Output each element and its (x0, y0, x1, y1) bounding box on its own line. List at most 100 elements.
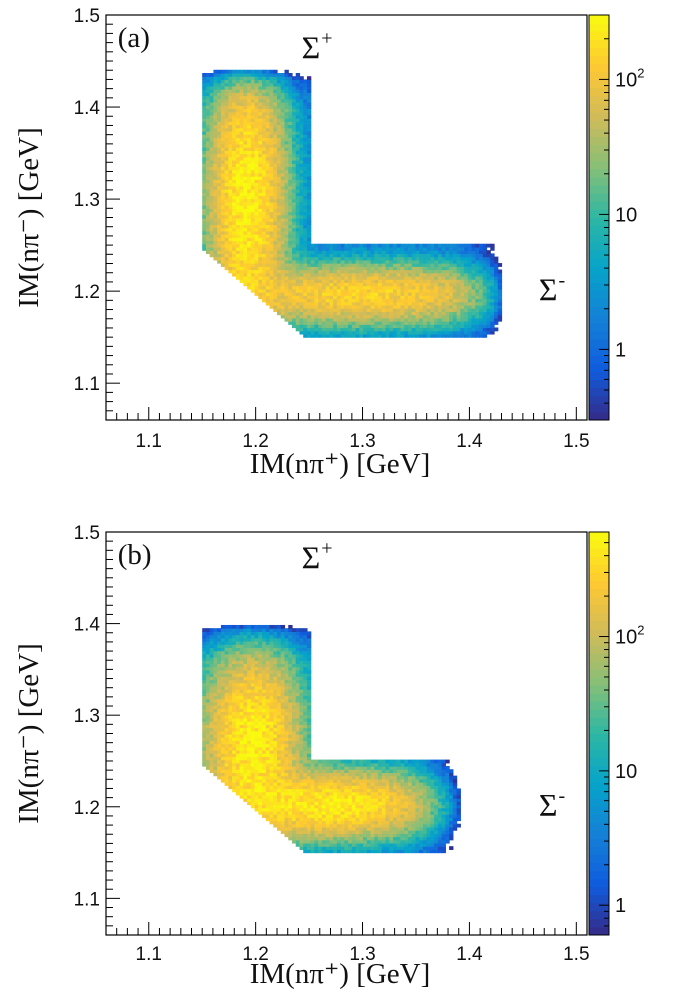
heatmap-cell (247, 166, 252, 171)
heatmap-cell (325, 282, 330, 287)
heatmap-cell (288, 836, 293, 841)
heatmap-cell (344, 308, 349, 312)
heatmap-cell (262, 669, 267, 674)
heatmap-cell (351, 317, 357, 322)
heatmap-cell (325, 272, 330, 277)
heatmap-cell (306, 243, 312, 248)
heatmap-cell (232, 727, 237, 732)
heatmap-cell (284, 746, 289, 751)
heatmap-cell (205, 208, 211, 213)
heatmap-cell (291, 314, 297, 319)
heatmap-cell (258, 798, 263, 802)
heatmap-cell (269, 807, 274, 812)
heatmap-cell (310, 266, 316, 271)
heatmap-cell (288, 826, 293, 831)
heatmap-cell (205, 185, 211, 190)
heatmap-cell (217, 114, 222, 119)
heatmap-cell (467, 263, 473, 267)
heatmap-cell (217, 640, 222, 645)
heatmap-cell (284, 156, 289, 161)
heatmap-cell (445, 250, 450, 254)
heatmap-cell (415, 285, 420, 290)
heatmap-cell (220, 105, 226, 110)
heatmap-cell (299, 275, 304, 280)
heatmap-cell (445, 311, 450, 316)
heatmap-cell (284, 695, 289, 700)
heatmap-cell (265, 179, 271, 184)
heatmap-cell (228, 657, 233, 661)
heatmap-cell (239, 208, 244, 213)
heatmap-cell (370, 317, 375, 322)
heatmap-cell (243, 130, 248, 135)
heatmap-cell (273, 663, 278, 668)
heatmap-cell (490, 269, 495, 274)
heatmap-cell (303, 243, 308, 248)
heatmap-cell (262, 762, 267, 767)
colorbar-step (589, 225, 609, 235)
heatmap-cell (419, 288, 424, 293)
heatmap-cell (467, 324, 473, 329)
heatmap-cell (419, 308, 424, 312)
heatmap-cell (224, 140, 229, 145)
heatmap-cell (396, 246, 402, 251)
heatmap-cell (239, 724, 244, 729)
heatmap-cell (202, 698, 207, 703)
heatmap-cell (202, 714, 207, 719)
heatmap-cell (400, 295, 405, 300)
heatmap-cell (265, 775, 271, 780)
heatmap-cell (299, 230, 304, 235)
heatmap-cell (235, 685, 241, 690)
heatmap-cell (209, 759, 215, 764)
heatmap-cell (464, 298, 469, 303)
heatmap-cell (389, 253, 394, 258)
heatmap-cell (303, 182, 308, 187)
heatmap-cell (295, 134, 301, 139)
heatmap-cell (247, 118, 252, 122)
heatmap-cell (456, 285, 461, 290)
heatmap-cell (235, 708, 241, 713)
heatmap-cell (209, 246, 215, 251)
heatmap-cell (280, 666, 286, 671)
heatmap-cell (205, 234, 211, 238)
heatmap-cell (205, 685, 211, 690)
heatmap-cell (288, 140, 293, 145)
heatmap-cell (280, 826, 286, 831)
heatmap-cell (269, 785, 274, 790)
heatmap-cell (235, 69, 241, 74)
heatmap-cell (217, 159, 222, 164)
heatmap-cell (467, 311, 473, 316)
heatmap-cell (254, 749, 259, 754)
heatmap-cell (232, 182, 237, 187)
heatmap-cell (291, 324, 297, 329)
heatmap-cell (288, 762, 293, 767)
heatmap-cell (250, 676, 256, 681)
heatmap-cell (456, 256, 461, 261)
heatmap-cell (277, 214, 282, 219)
heatmap-cell (250, 89, 256, 93)
heatmap-cell (288, 759, 293, 764)
heatmap-cell (228, 782, 233, 786)
heatmap-cell (217, 711, 222, 716)
heatmap-cell (452, 314, 458, 319)
heatmap-cell (243, 653, 248, 658)
heatmap-cell (284, 221, 289, 225)
heatmap-cell (202, 234, 207, 238)
heatmap-cell (329, 285, 334, 290)
heatmap-cell (224, 169, 229, 174)
heatmap-cell (243, 195, 248, 200)
heatmap-cell (404, 324, 409, 329)
heatmap-cell (284, 794, 289, 799)
heatmap-cell (288, 304, 293, 309)
heatmap-cell (363, 304, 368, 309)
heatmap-cell (280, 150, 286, 155)
heatmap-cell (273, 798, 278, 802)
heatmap-cell (464, 327, 469, 332)
heatmap-cell (235, 179, 241, 184)
heatmap-cell (434, 259, 439, 264)
colorbar-step (589, 249, 609, 259)
heatmap-cell (348, 259, 353, 264)
heatmap-cell (224, 705, 229, 709)
heatmap-cell (273, 695, 278, 700)
heatmap-cell (314, 292, 319, 296)
heatmap-cell (250, 92, 256, 97)
